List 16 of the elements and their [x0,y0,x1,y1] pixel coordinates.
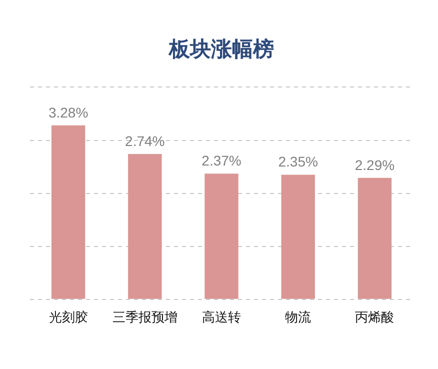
bar [128,154,162,299]
x-tick-label: 光刻胶 [48,310,88,326]
x-tick-label: 丙烯酸 [355,310,394,326]
data-label: 2.74% [125,132,165,149]
bar [204,174,238,299]
chart-title: 板块涨幅榜 [168,36,274,62]
x-tick-label: 高送转 [202,310,241,326]
bar [51,125,86,299]
data-label: 3.28% [48,104,88,120]
bar [358,178,392,299]
x-tick-label: 物流 [285,310,312,326]
data-label: 2.35% [278,154,318,170]
data-label: 2.29% [354,156,395,173]
x-tick-label: 三季报预增 [112,310,178,326]
data-label: 2.37% [202,152,242,169]
bar [281,174,315,299]
